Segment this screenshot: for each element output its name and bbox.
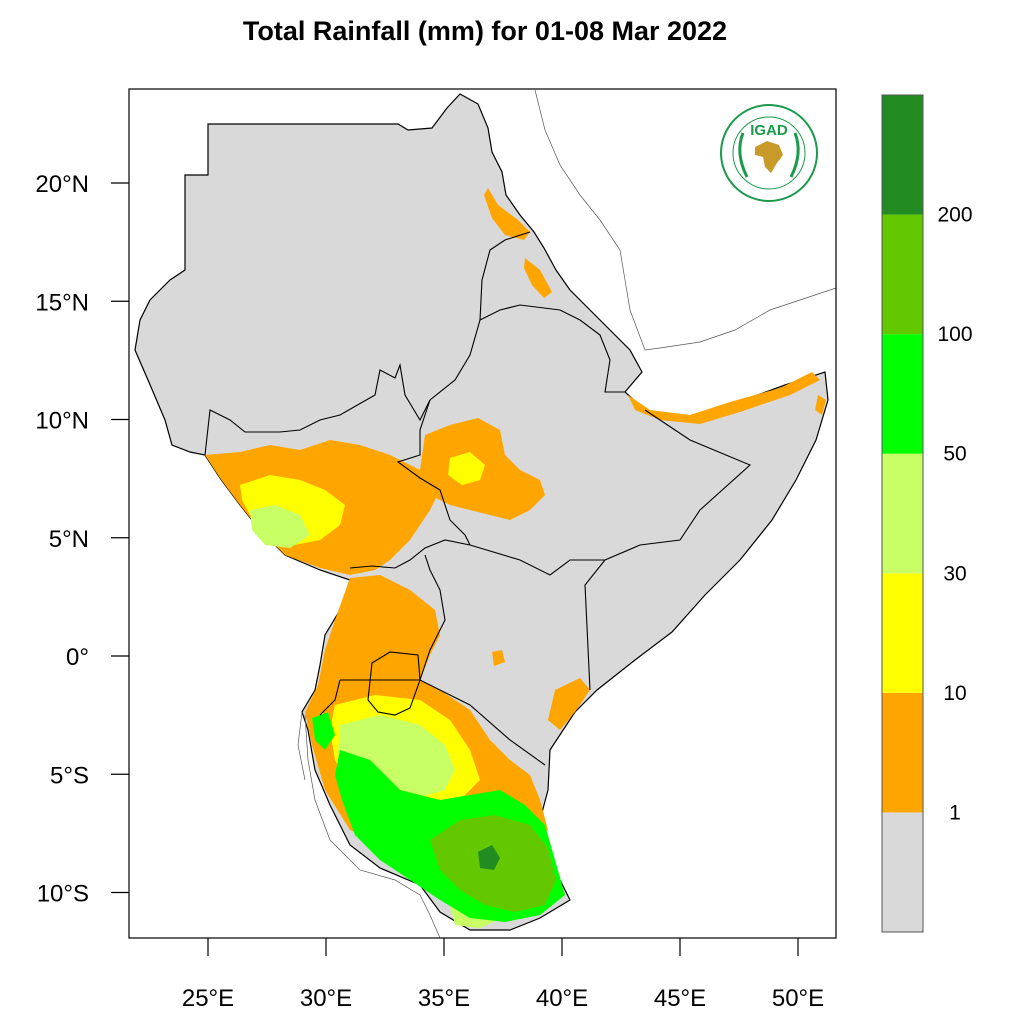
laurel-right-icon [789,132,800,178]
lat-tick-label: 5°N [49,526,89,553]
lon-tick-label: 30°E [300,985,352,1012]
colorbar: 1 10 30 50 100 200 [881,94,973,933]
colorbar-label: 30 [943,562,966,585]
latitude-axis: 20°N 15°N 10°N 5°N 0° 5°S 10°S [35,171,129,908]
africa-icon [755,141,783,173]
igad-logo: IGAD [720,104,818,202]
lon-tick-label: 45°E [654,985,706,1012]
lat-tick-label: 20°N [35,171,89,198]
colorbar-label: 100 [937,323,972,346]
lon-tick-label: 35°E [418,985,470,1012]
plot-frame [128,88,837,939]
lat-tick-label: 10°N [35,408,89,435]
colorbar-bin [882,692,923,813]
lat-tick-label: 5°S [50,762,89,789]
colorbar-frame [881,94,924,933]
map-title: Total Rainfall (mm) for 01-08 Mar 2022 [242,16,728,46]
longitude-axis: 25°E 30°E 35°E 40°E 45°E 50°E [182,938,824,1012]
colorbar-label: 1 [949,801,961,824]
rain-over-200 [478,845,500,870]
lon-tick-label: 40°E [536,985,588,1012]
colorbar-bin [882,334,923,454]
lat-tick-label: 10°S [37,881,89,908]
colorbar-bin [882,812,923,932]
logo-text: IGAD [750,122,788,139]
colorbar-label: 10 [943,682,966,705]
lon-tick-label: 50°E [772,985,824,1012]
country-borders [204,231,752,766]
colorbar-bin [882,214,923,335]
laurel-left-icon [738,132,749,178]
colorbar-bin [882,573,923,693]
outer-coastlines [297,89,836,938]
lat-tick-label: 0° [66,644,89,671]
colorbar-bin [882,453,923,574]
lat-tick-label: 15°N [35,289,89,316]
map-content [134,89,836,938]
lon-tick-label: 25°E [182,985,234,1012]
colorbar-bin [882,95,923,215]
colorbar-label: 50 [943,443,966,466]
colorbar-label: 200 [937,204,972,227]
